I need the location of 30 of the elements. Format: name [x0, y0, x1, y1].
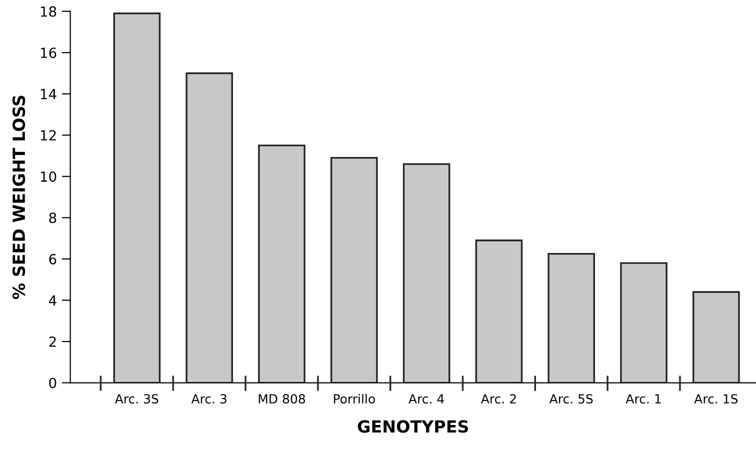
- x-tick-label: MD 808: [258, 394, 305, 404]
- y-tick-label: 18: [40, 6, 56, 17]
- x-axis-title: GENOTYPES: [358, 420, 468, 433]
- bar: [475, 240, 523, 383]
- x-tick-label: Arc. 3: [191, 394, 226, 404]
- bar: [330, 157, 378, 383]
- y-tick-label: 4: [48, 295, 56, 306]
- bar: [692, 291, 740, 383]
- bar: [402, 163, 450, 383]
- bar: [258, 144, 306, 383]
- y-tick-label: 2: [49, 336, 56, 347]
- bar: [620, 262, 668, 383]
- x-tick-label: Arc. 3S: [114, 394, 158, 404]
- y-axis-title: % SEED WEIGHT LOSS: [12, 96, 26, 300]
- x-tick-label: Arc. 1S: [694, 394, 738, 404]
- x-tick-label: Arc. 4: [408, 394, 444, 404]
- y-tick-label: 6: [49, 254, 56, 264]
- y-tick-label: 0: [49, 378, 56, 388]
- x-tick-label: Porrillo: [334, 394, 375, 404]
- y-tick-label: 12: [40, 130, 56, 140]
- bar: [186, 72, 233, 383]
- x-tick-label: Arc. 1: [626, 394, 661, 404]
- y-tick-label: 8: [49, 212, 56, 224]
- y-tick-label: 14: [40, 89, 56, 100]
- y-tick-label: 10: [40, 171, 56, 182]
- bar: [548, 252, 596, 383]
- x-tick-label: Arc. 5S: [549, 394, 593, 404]
- y-tick-label: 16: [40, 48, 56, 58]
- bar: [113, 12, 161, 383]
- x-tick-label: Arc. 2: [480, 394, 516, 404]
